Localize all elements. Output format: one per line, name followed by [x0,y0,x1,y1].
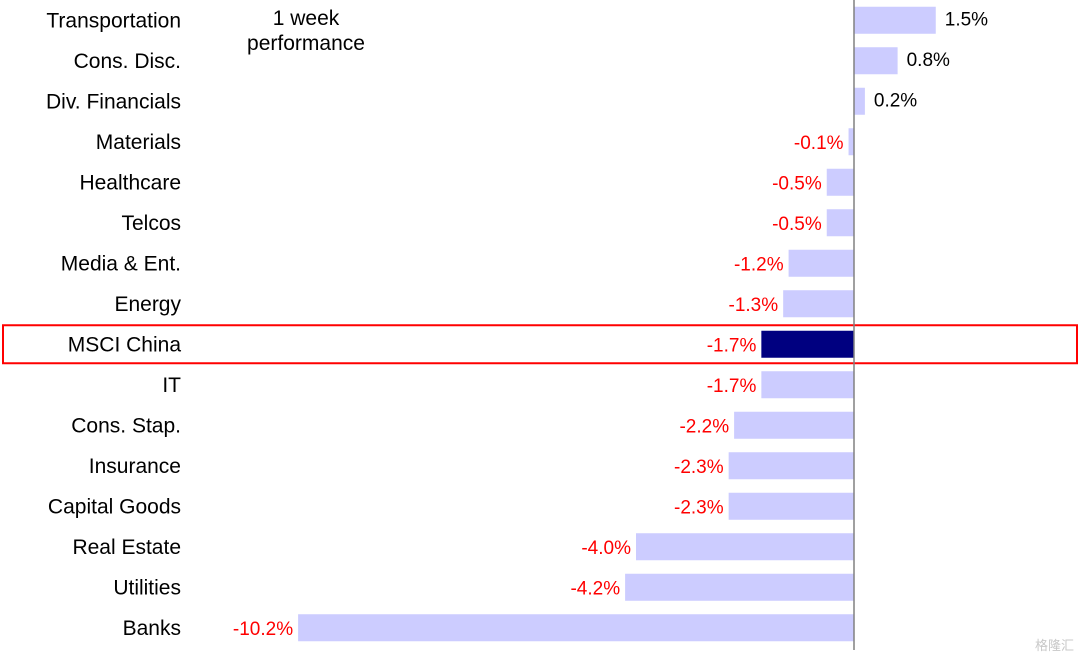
bar [854,47,898,75]
bar [788,249,854,277]
bar [826,209,854,237]
category-label: IT [162,374,181,397]
category-label: Media & Ent. [61,252,181,275]
value-label: -10.2% [233,619,293,640]
bar [761,371,854,399]
value-label: -0.5% [772,173,822,194]
chart-title: 1 week performance [247,7,365,55]
category-label: Telcos [121,212,181,235]
bar [854,87,865,115]
category-label: Capital Goods [48,495,181,518]
highlight-box [2,324,1078,365]
category-label: Insurance [89,455,181,478]
category-label: Cons. Stap. [71,414,181,437]
value-label: -1.2% [734,254,784,275]
value-label: -2.3% [674,497,724,518]
watermark: 格隆汇 [1034,639,1074,654]
value-label: 0.8% [907,50,950,71]
value-label: -2.3% [674,457,724,478]
highlight-bar [761,330,854,358]
value-label: -1.7% [707,376,757,397]
bar [728,452,854,480]
value-label: -2.2% [679,416,729,437]
category-label: Energy [114,293,181,316]
category-label: Utilities [113,576,181,599]
value-label: -1.7% [707,335,757,356]
category-label: Banks [123,617,181,640]
category-label: MSCI China [68,333,182,356]
value-label: 1.5% [945,9,988,30]
bar [783,290,854,318]
value-label: -0.5% [772,214,822,235]
value-label: -4.2% [570,578,620,599]
bar [848,128,854,156]
bar [826,168,854,196]
bar [734,411,854,439]
category-label: Cons. Disc. [74,50,181,73]
bar [298,614,855,642]
category-label: Materials [96,131,181,154]
bar [854,6,936,34]
category-label: Transportation [46,9,181,32]
value-label: -4.0% [581,538,631,559]
category-label: Healthcare [79,171,181,194]
bar [636,533,854,561]
bar [625,573,854,601]
category-label: Real Estate [72,536,181,559]
value-label: 0.2% [874,90,917,111]
value-label: -1.3% [729,295,779,316]
category-label: Div. Financials [46,90,181,113]
value-label: -0.1% [794,133,844,154]
bar [728,492,854,520]
